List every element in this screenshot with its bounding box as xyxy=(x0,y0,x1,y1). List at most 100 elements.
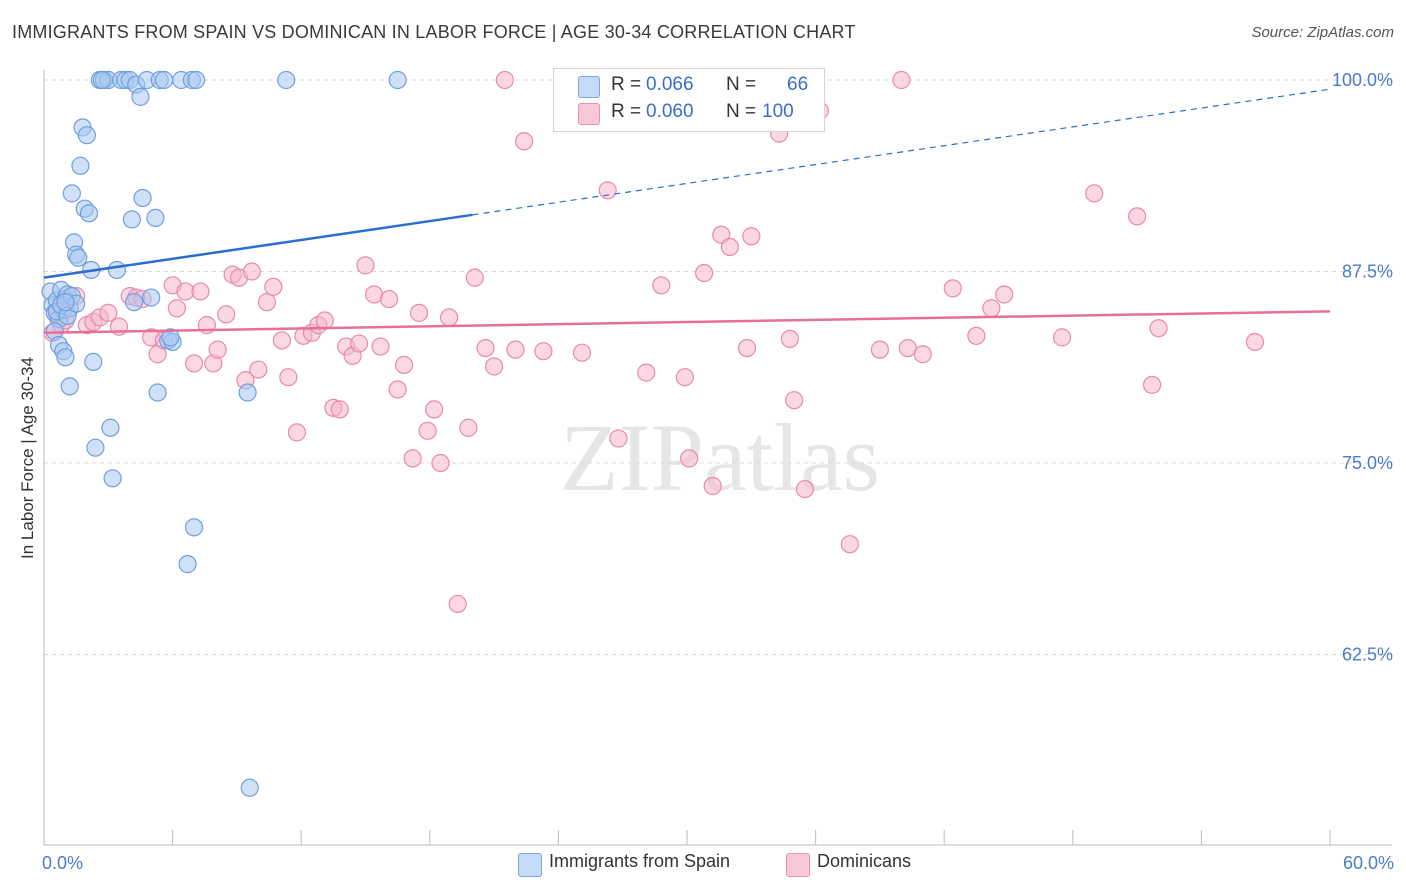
dominican-point xyxy=(388,380,407,399)
dominican-point xyxy=(720,237,739,257)
dominican-point xyxy=(742,227,761,246)
dominican-point xyxy=(424,400,444,419)
spain-trend-extension xyxy=(472,88,1331,216)
spain-point xyxy=(187,70,206,90)
spain-point xyxy=(388,70,407,90)
dominican-point xyxy=(609,429,628,448)
dominican-point xyxy=(184,354,204,373)
spain-point xyxy=(131,87,150,106)
chart-title: IMMIGRANTS FROM SPAIN VS DOMINICAN IN LA… xyxy=(12,22,856,42)
dominican-point xyxy=(364,285,384,304)
dominican-point xyxy=(967,326,986,345)
spain-point xyxy=(60,377,79,396)
dominican-point xyxy=(99,303,118,322)
spain-point xyxy=(77,126,96,145)
dominican-point xyxy=(913,345,932,364)
dominican-point xyxy=(356,256,375,275)
dominican-point xyxy=(371,337,390,356)
spain-point xyxy=(56,348,75,367)
bottom-legend-swatch-pink xyxy=(786,853,810,877)
dominican-point xyxy=(703,476,722,496)
spain-point xyxy=(161,328,180,347)
watermark: ZIPatlas xyxy=(560,404,880,511)
spain-point xyxy=(240,778,259,797)
dominican-point xyxy=(264,277,283,296)
spain-points xyxy=(41,70,407,797)
dominican-point xyxy=(418,421,437,440)
spain-point xyxy=(142,288,161,307)
spain-point xyxy=(146,208,165,227)
legend-row-dominicans: R = 0.060 N = 100 xyxy=(554,101,824,127)
dominican-point xyxy=(330,400,349,419)
dominican-point xyxy=(982,299,1001,318)
dominican-point xyxy=(737,339,757,358)
spain-point xyxy=(184,518,204,537)
dominican-point xyxy=(349,334,369,353)
bottom-legend-spain: Immigrants from Spain xyxy=(549,851,731,871)
x-ticks xyxy=(43,830,1331,845)
dominican-point xyxy=(695,263,714,283)
dominican-point xyxy=(379,289,399,309)
dominican-point xyxy=(943,279,962,298)
spain-point xyxy=(148,383,167,402)
dominican-point xyxy=(780,329,799,349)
source-label: Source: ZipAtlas.com xyxy=(1251,24,1394,41)
spain-point xyxy=(277,70,296,90)
dominican-point xyxy=(534,342,553,361)
x-axis-max-label: 60.0% xyxy=(1342,853,1394,873)
dominican-point xyxy=(870,340,890,359)
y-tick-labels: 100.0% 87.5% 75.0% 62.5% xyxy=(1332,70,1393,665)
spain-point xyxy=(86,438,105,457)
dominican-point xyxy=(1085,184,1104,203)
dominican-point xyxy=(506,340,525,359)
dominican-point xyxy=(515,132,534,151)
spain-point xyxy=(238,383,257,402)
dominican-point xyxy=(459,418,478,437)
dominican-point xyxy=(431,453,450,473)
dominican-point xyxy=(448,594,467,614)
spain-point xyxy=(124,293,144,312)
dominican-point xyxy=(840,535,859,554)
legend-r-label: R = xyxy=(611,101,642,122)
y-tick-label: 62.5% xyxy=(1342,645,1393,665)
legend-swatch-blue xyxy=(578,76,600,98)
dominican-point xyxy=(394,355,414,375)
spain-point xyxy=(69,248,88,267)
dominican-point xyxy=(892,70,911,90)
spain-point xyxy=(84,352,103,371)
legend-n-label: N = xyxy=(726,74,757,95)
dominican-point xyxy=(217,305,236,324)
dominican-point xyxy=(403,449,422,468)
dominican-point xyxy=(1052,328,1072,347)
dominican-point xyxy=(1127,207,1147,226)
spain-trend-line xyxy=(43,213,473,279)
dominican-point xyxy=(995,285,1014,304)
dominican-point xyxy=(795,479,814,499)
spain-point xyxy=(101,418,120,437)
dominican-point xyxy=(439,308,459,327)
dominican-point xyxy=(315,311,334,330)
spain-point xyxy=(92,70,111,90)
legend-row-spain: R = 0.066 N = 66 xyxy=(554,74,824,100)
bottom-legend-swatch-blue xyxy=(518,853,542,877)
spain-point xyxy=(107,260,126,280)
dominican-point xyxy=(465,268,484,287)
bottom-legend-dominicans: Dominicans xyxy=(817,851,912,871)
spain-point xyxy=(62,184,81,203)
dominican-point xyxy=(785,391,804,410)
dominican-point xyxy=(257,293,277,312)
dominican-point xyxy=(272,331,292,350)
spain-point xyxy=(133,188,152,208)
dominican-point xyxy=(572,343,592,362)
dominican-point xyxy=(675,368,694,387)
legend-swatch-pink xyxy=(578,103,600,125)
legend-r-value: 0.060 xyxy=(646,101,694,122)
dominican-point xyxy=(1149,319,1168,338)
dominican-point xyxy=(1245,332,1265,352)
spain-point xyxy=(56,293,75,312)
dominican-trend-line xyxy=(43,310,1331,335)
dominican-point xyxy=(1143,375,1162,394)
dominican-point xyxy=(208,340,227,359)
dominican-point xyxy=(485,357,504,376)
